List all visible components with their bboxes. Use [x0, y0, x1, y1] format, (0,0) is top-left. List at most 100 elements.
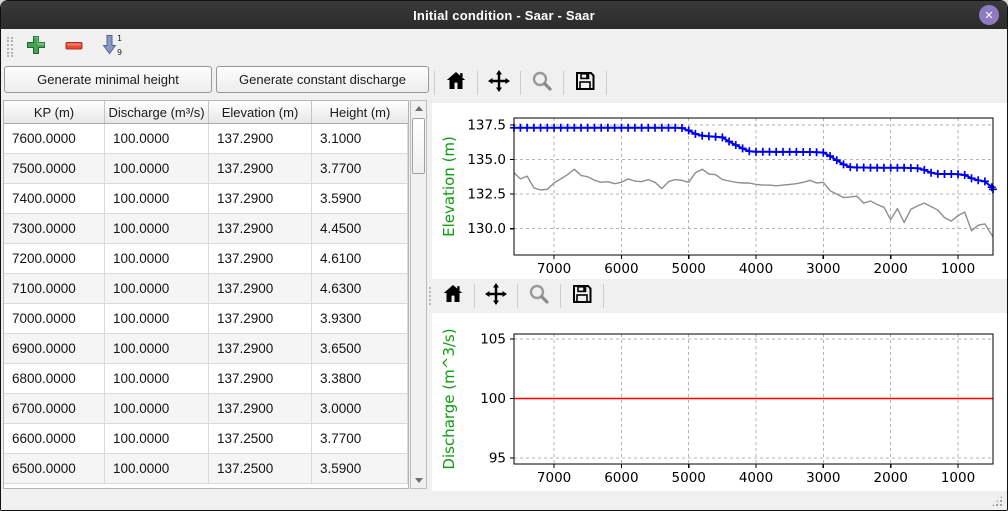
table-cell[interactable]: 7400.0000: [4, 184, 105, 214]
elevation-plot-canvas[interactable]: 7000600050004000300020001000137.5135.013…: [432, 103, 1008, 279]
pan-move-icon: [484, 282, 508, 311]
table-row[interactable]: 6800.0000100.0000137.29003.3800: [4, 364, 408, 394]
table-row[interactable]: 6600.0000100.0000137.25003.7700: [4, 424, 408, 454]
column-header-discharge[interactable]: Discharge (m³/s): [105, 101, 209, 123]
table-cell[interactable]: 7000.0000: [4, 304, 105, 334]
table-cell[interactable]: 100.0000: [105, 274, 209, 304]
close-button[interactable]: ✕: [979, 5, 999, 25]
table-cell[interactable]: 137.2500: [209, 424, 312, 454]
table-cell[interactable]: 137.2500: [209, 454, 312, 484]
magnifier-icon: [530, 69, 554, 98]
table-cell[interactable]: 7500.0000: [4, 154, 105, 184]
sort-rows-button[interactable]: 1 9: [99, 34, 125, 60]
table-row[interactable]: 7300.0000100.0000137.29004.4500: [4, 214, 408, 244]
table-cell[interactable]: 137.2900: [209, 274, 312, 304]
table-cell[interactable]: 6800.0000: [4, 364, 105, 394]
svg-text:2000: 2000: [874, 261, 908, 277]
table-cell[interactable]: 100.0000: [105, 394, 209, 424]
table-cell[interactable]: 6600.0000: [4, 424, 105, 454]
zoom-rect-button[interactable]: [523, 281, 555, 311]
table-cell[interactable]: 3.3800: [312, 364, 408, 394]
table-cell[interactable]: 137.2900: [209, 184, 312, 214]
home-view-button[interactable]: [437, 281, 469, 311]
table-row[interactable]: 6500.0000100.0000137.25003.5900: [4, 454, 408, 484]
window-resize-grip[interactable]: [991, 495, 1003, 507]
column-header-kp[interactable]: KP (m): [4, 101, 105, 123]
discharge-plot-canvas[interactable]: 700060005000400030002000100010510095Disc…: [432, 313, 1008, 491]
table-cell[interactable]: 3.5900: [312, 184, 408, 214]
table-cell[interactable]: 100.0000: [105, 334, 209, 364]
svg-text:9: 9: [117, 48, 122, 57]
table-row[interactable]: 7500.0000100.0000137.29003.7700: [4, 154, 408, 184]
table-cell[interactable]: 3.7700: [312, 154, 408, 184]
table-cell[interactable]: 6900.0000: [4, 334, 105, 364]
toolbar-separator: [517, 284, 518, 308]
table-cell[interactable]: 100.0000: [105, 454, 209, 484]
table-cell[interactable]: 137.2900: [209, 154, 312, 184]
table-row[interactable]: 7600.0000100.0000137.29003.1000: [4, 124, 408, 154]
table-cell[interactable]: 137.2900: [209, 394, 312, 424]
table-row[interactable]: 7000.0000100.0000137.29003.9300: [4, 304, 408, 334]
table-cell[interactable]: 7600.0000: [4, 124, 105, 154]
toolbar-grip-handle[interactable]: [7, 37, 13, 57]
column-header-height[interactable]: Height (m): [312, 101, 408, 123]
table-cell[interactable]: 137.2900: [209, 364, 312, 394]
table-row[interactable]: 7200.0000100.0000137.29004.6100: [4, 244, 408, 274]
table-cell[interactable]: 7100.0000: [4, 274, 105, 304]
generate-constant-discharge-button[interactable]: Generate constant discharge: [216, 66, 429, 93]
table-cell[interactable]: 137.2900: [209, 334, 312, 364]
table-cell[interactable]: 137.2900: [209, 244, 312, 274]
table-cell[interactable]: 100.0000: [105, 124, 209, 154]
zoom-rect-button[interactable]: [526, 68, 558, 98]
table-cell[interactable]: 3.6500: [312, 334, 408, 364]
column-header-elevation[interactable]: Elevation (m): [209, 101, 312, 123]
initial-condition-window: Initial condition - Saar - Saar ✕: [0, 0, 1008, 511]
table-cell[interactable]: 7200.0000: [4, 244, 105, 274]
pan-button[interactable]: [480, 281, 512, 311]
table-cell[interactable]: 100.0000: [105, 304, 209, 334]
home-view-button[interactable]: [440, 68, 472, 98]
add-row-button[interactable]: [23, 34, 49, 60]
table-cell[interactable]: 4.6300: [312, 274, 408, 304]
table-cell[interactable]: 3.7700: [312, 424, 408, 454]
table-cell[interactable]: 3.5900: [312, 454, 408, 484]
table-cell[interactable]: 100.0000: [105, 364, 209, 394]
table-cell[interactable]: 100.0000: [105, 184, 209, 214]
table-cell[interactable]: 7300.0000: [4, 214, 105, 244]
scrollbar-thumb[interactable]: [412, 118, 425, 174]
save-figure-button[interactable]: [569, 68, 601, 98]
generate-minimal-height-button[interactable]: Generate minimal height: [4, 66, 212, 93]
discharge-figure: 700060005000400030002000100010510095Disc…: [432, 313, 1008, 491]
table-cell[interactable]: 6500.0000: [4, 454, 105, 484]
toolbar-grip-handle[interactable]: [429, 287, 433, 305]
scroll-up-button[interactable]: [411, 101, 426, 116]
table-cell[interactable]: 137.2900: [209, 124, 312, 154]
table-row[interactable]: 6700.0000100.0000137.29003.0000: [4, 394, 408, 424]
remove-row-button[interactable]: [61, 34, 87, 60]
home-icon: [441, 282, 465, 311]
table-cell[interactable]: 3.0000: [312, 394, 408, 424]
table-cell[interactable]: 3.9300: [312, 304, 408, 334]
table-cell[interactable]: 3.1000: [312, 124, 408, 154]
table-row[interactable]: 7100.0000100.0000137.29004.6300: [4, 274, 408, 304]
table-cell[interactable]: 137.2900: [209, 214, 312, 244]
table-row[interactable]: 6900.0000100.0000137.29003.6500: [4, 334, 408, 364]
close-icon: ✕: [984, 9, 993, 22]
save-figure-button[interactable]: [566, 281, 598, 311]
table-cell[interactable]: 100.0000: [105, 214, 209, 244]
table-cell[interactable]: 100.0000: [105, 154, 209, 184]
svg-text:1000: 1000: [941, 470, 975, 486]
titlebar[interactable]: Initial condition - Saar - Saar ✕: [1, 1, 1007, 29]
table-cell[interactable]: 100.0000: [105, 244, 209, 274]
table-cell[interactable]: 4.6100: [312, 244, 408, 274]
table-cell[interactable]: 137.2900: [209, 304, 312, 334]
table-row[interactable]: 7400.0000100.0000137.29003.5900: [4, 184, 408, 214]
table-cell[interactable]: 6700.0000: [4, 394, 105, 424]
table-cell[interactable]: 4.4500: [312, 214, 408, 244]
pan-button[interactable]: [483, 68, 515, 98]
table-vertical-scrollbar[interactable]: [410, 100, 427, 489]
svg-text:105: 105: [480, 332, 506, 348]
scroll-down-button[interactable]: [411, 473, 426, 488]
table-cell[interactable]: 100.0000: [105, 424, 209, 454]
svg-text:5000: 5000: [672, 261, 706, 277]
